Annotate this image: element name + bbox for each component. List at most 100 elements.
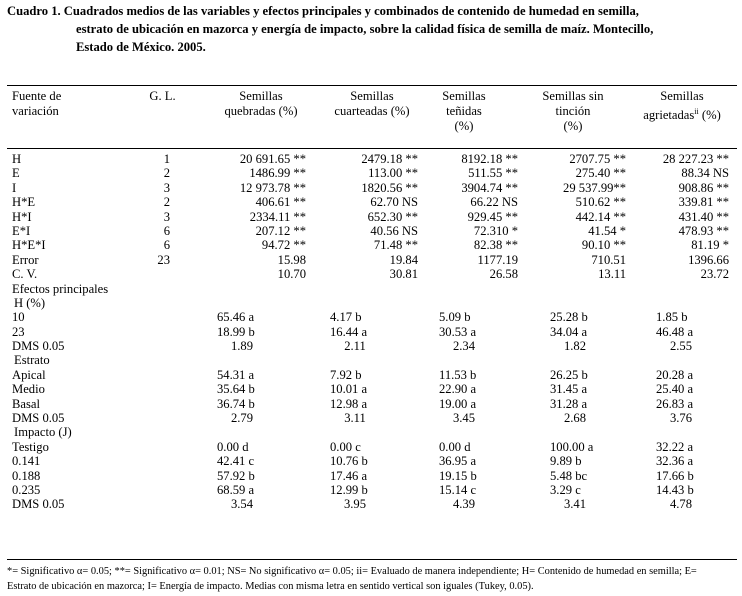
means-row: 0.235 68.59 a 12.99 b 15.14 c 3.29 c 14.43 b: [0, 483, 742, 497]
dms-value: 2.55: [669, 339, 693, 354]
table-header: Fuente de variación G. L. Semillas quebr…: [0, 89, 742, 145]
mean-value: 10.76 b: [330, 454, 368, 469]
dms-row: DMS 0.05 3.54 3.95 4.39 3.41 4.78: [0, 497, 742, 511]
cell-value: 2334.11 **: [249, 209, 306, 224]
cell-value: 511.55 **: [468, 166, 518, 181]
cell-value: 23.72: [700, 267, 729, 282]
cell-value: 12 973.78 **: [239, 180, 306, 195]
cell-value: 275.40 **: [575, 166, 626, 181]
cell-value: 71.48 **: [373, 238, 418, 253]
caption-line-2: estrato de ubicación en mazorca y energí…: [76, 22, 654, 36]
dms-value: 2.34: [452, 339, 476, 354]
mean-value: 35.64 b: [217, 382, 255, 397]
efectos-principales-heading: Efectos principales: [12, 281, 109, 296]
cell-value: 66.22 NS: [470, 195, 518, 210]
cell-value: 1486.99 **: [249, 166, 306, 181]
table-caption: Cuadro 1. Cuadrados medios de las variab…: [7, 2, 737, 56]
header-rule: [7, 148, 737, 149]
row-label: H*E: [12, 195, 36, 210]
table-footnote: *= Significativo α= 0.05; **= Significat…: [7, 564, 737, 594]
row-label: C. V.: [12, 267, 38, 282]
footnote-line-2: Estrato de ubicación en mazorca; I= Ener…: [7, 581, 534, 592]
cell-value: 207.12 **: [255, 223, 306, 238]
mean-value: 11.53 b: [439, 367, 477, 382]
cell-value: 2479.18 **: [361, 152, 418, 166]
mean-value: 22.90 a: [439, 382, 477, 397]
header-sin-tincion: Semillas sin tinción (%): [542, 89, 604, 133]
dms-value: 1.89: [230, 339, 254, 354]
mean-value: 68.59 a: [217, 482, 255, 497]
degrees-of-freedom: 1: [163, 152, 170, 166]
mean-value: 26.83 a: [656, 396, 694, 411]
degrees-of-freedom: 23: [157, 252, 170, 267]
dms-value: 3.76: [669, 411, 693, 426]
means-row: Medio 35.64 b 10.01 a 22.90 a 31.45 a 25.40 a: [0, 382, 742, 396]
means-row: Basal 36.74 b 12.98 a 19.00 a 31.28 a 26.83 a: [0, 397, 742, 411]
degrees-of-freedom: 6: [163, 223, 170, 238]
dms-value: 2.68: [563, 411, 587, 426]
cell-value: 28 227.23 **: [662, 152, 729, 166]
mean-value: 1.85 b: [656, 310, 688, 325]
dms-label: DMS 0.05: [12, 411, 65, 426]
anova-row: E 2 1486.99 ** 113.00 ** 511.55 ** 275.40 ** 8…: [0, 166, 742, 180]
cell-value: 431.40 **: [678, 209, 729, 224]
mean-value: 5.48 bc: [550, 468, 588, 483]
table-body: H 1 20 691.65 ** 2479.18 ** 8192.18 ** 2707.7…: [0, 152, 742, 512]
cell-value: 652.30 **: [367, 209, 418, 224]
cell-value: 72.310 *: [473, 223, 518, 238]
row-label: Testigo: [12, 439, 49, 454]
mean-value: 12.98 a: [330, 396, 368, 411]
anova-row: H*I 3 2334.11 ** 652.30 ** 929.45 ** 442.14 *…: [0, 210, 742, 224]
mean-value: 46.48 a: [656, 324, 694, 339]
cell-value: 41.54 *: [588, 223, 626, 238]
cell-value: 10.70: [277, 267, 306, 282]
mean-value: 36.95 a: [439, 454, 477, 469]
section-title-row: H (%): [0, 296, 742, 310]
row-label: E: [12, 166, 20, 181]
degrees-of-freedom: 2: [163, 195, 170, 210]
dms-value: 4.78: [669, 497, 693, 512]
mean-value: 19.15 b: [439, 468, 477, 483]
dms-label: DMS 0.05: [12, 497, 65, 512]
mean-value: 32.22 a: [656, 439, 694, 454]
degrees-of-freedom: 6: [163, 238, 170, 253]
mean-value: 20.28 a: [656, 367, 694, 382]
row-label: H*I: [12, 209, 32, 224]
cell-value: 40.56 NS: [370, 223, 418, 238]
cell-value: 62.70 NS: [370, 195, 418, 210]
row-label: E*I: [12, 223, 31, 238]
mean-value: 54.31 a: [217, 367, 255, 382]
cell-value: 19.84: [389, 252, 418, 267]
caption-line-3: Estado de México. 2005.: [76, 40, 206, 54]
mean-value: 31.45 a: [550, 382, 588, 397]
mean-value: 25.40 a: [656, 382, 694, 397]
row-label: 0.141: [12, 454, 41, 469]
cell-value: 478.93 **: [678, 223, 729, 238]
cell-value: 82.38 **: [473, 238, 518, 253]
dms-row: DMS 0.05 2.79 3.11 3.45 2.68 3.76: [0, 411, 742, 425]
dms-value: 3.45: [452, 411, 476, 426]
cell-value: 29 537.99**: [563, 180, 626, 195]
cell-value: 3904.74 **: [461, 180, 518, 195]
mean-value: 31.28 a: [550, 396, 588, 411]
header-agrietadas: Semillas agrietadasii (%): [643, 89, 721, 123]
cell-value: 1396.66: [688, 252, 729, 267]
anova-row: I 3 12 973.78 ** 1820.56 ** 3904.74 ** 29 537…: [0, 181, 742, 195]
anova-row: H*E*I 6 94.72 ** 71.48 ** 82.38 ** 90.10 ** 81…: [0, 238, 742, 252]
mean-value: 0.00 d: [217, 439, 249, 454]
mean-value: 25.28 b: [550, 310, 588, 325]
means-row: 0.141 42.41 c 10.76 b 36.95 a 9.89 b 32.36 a: [0, 454, 742, 468]
row-label: Error: [12, 252, 39, 267]
mean-value: 15.14 c: [439, 482, 477, 497]
section-title-row: Estrato: [0, 353, 742, 367]
cell-value: 908.86 **: [678, 180, 729, 195]
dms-value: 3.11: [344, 411, 366, 426]
cell-value: 13.11: [598, 267, 626, 282]
mean-value: 17.66 b: [656, 468, 694, 483]
cell-value: 94.72 **: [261, 238, 306, 253]
means-row: Testigo 0.00 d 0.00 c 0.00 d 100.00 a 32.22 a: [0, 440, 742, 454]
dms-label: DMS 0.05: [12, 339, 65, 354]
dms-value: 3.41: [563, 497, 587, 512]
header-cuarteadas: Semillas cuarteadas (%): [334, 89, 410, 118]
dms-value: 2.11: [344, 339, 366, 354]
